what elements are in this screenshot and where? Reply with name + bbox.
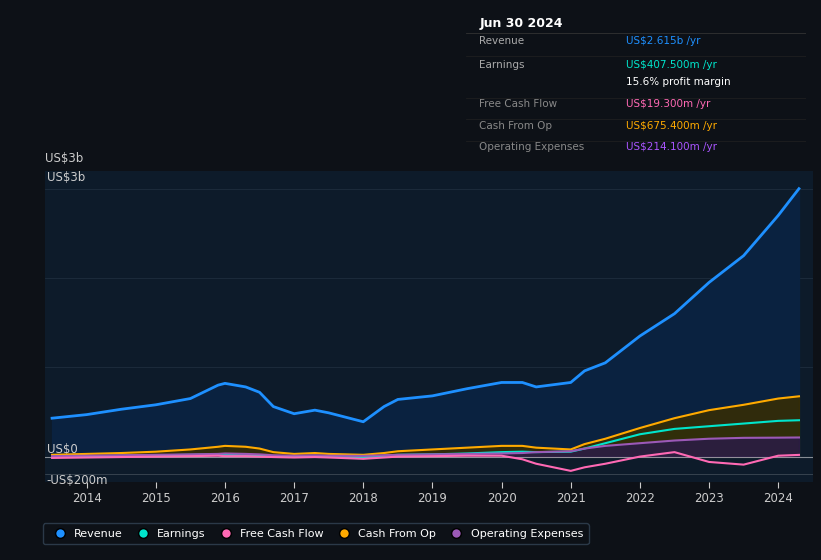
Text: US$3b: US$3b xyxy=(45,152,84,165)
Text: US$675.400m /yr: US$675.400m /yr xyxy=(626,121,717,131)
Text: US$19.300m /yr: US$19.300m /yr xyxy=(626,99,710,109)
Legend: Revenue, Earnings, Free Cash Flow, Cash From Op, Operating Expenses: Revenue, Earnings, Free Cash Flow, Cash … xyxy=(43,523,589,544)
Text: US$2.615b /yr: US$2.615b /yr xyxy=(626,35,700,45)
Text: Earnings: Earnings xyxy=(479,60,525,70)
Text: US$407.500m /yr: US$407.500m /yr xyxy=(626,60,717,70)
Text: -US$200m: -US$200m xyxy=(47,474,108,487)
Text: Cash From Op: Cash From Op xyxy=(479,121,553,131)
Text: 15.6% profit margin: 15.6% profit margin xyxy=(626,77,730,87)
Text: US$3b: US$3b xyxy=(47,171,85,184)
Text: Revenue: Revenue xyxy=(479,35,525,45)
Text: US$0: US$0 xyxy=(47,443,77,456)
Text: Free Cash Flow: Free Cash Flow xyxy=(479,99,557,109)
Text: Jun 30 2024: Jun 30 2024 xyxy=(479,17,562,30)
Text: US$214.100m /yr: US$214.100m /yr xyxy=(626,142,717,152)
Text: Operating Expenses: Operating Expenses xyxy=(479,142,585,152)
